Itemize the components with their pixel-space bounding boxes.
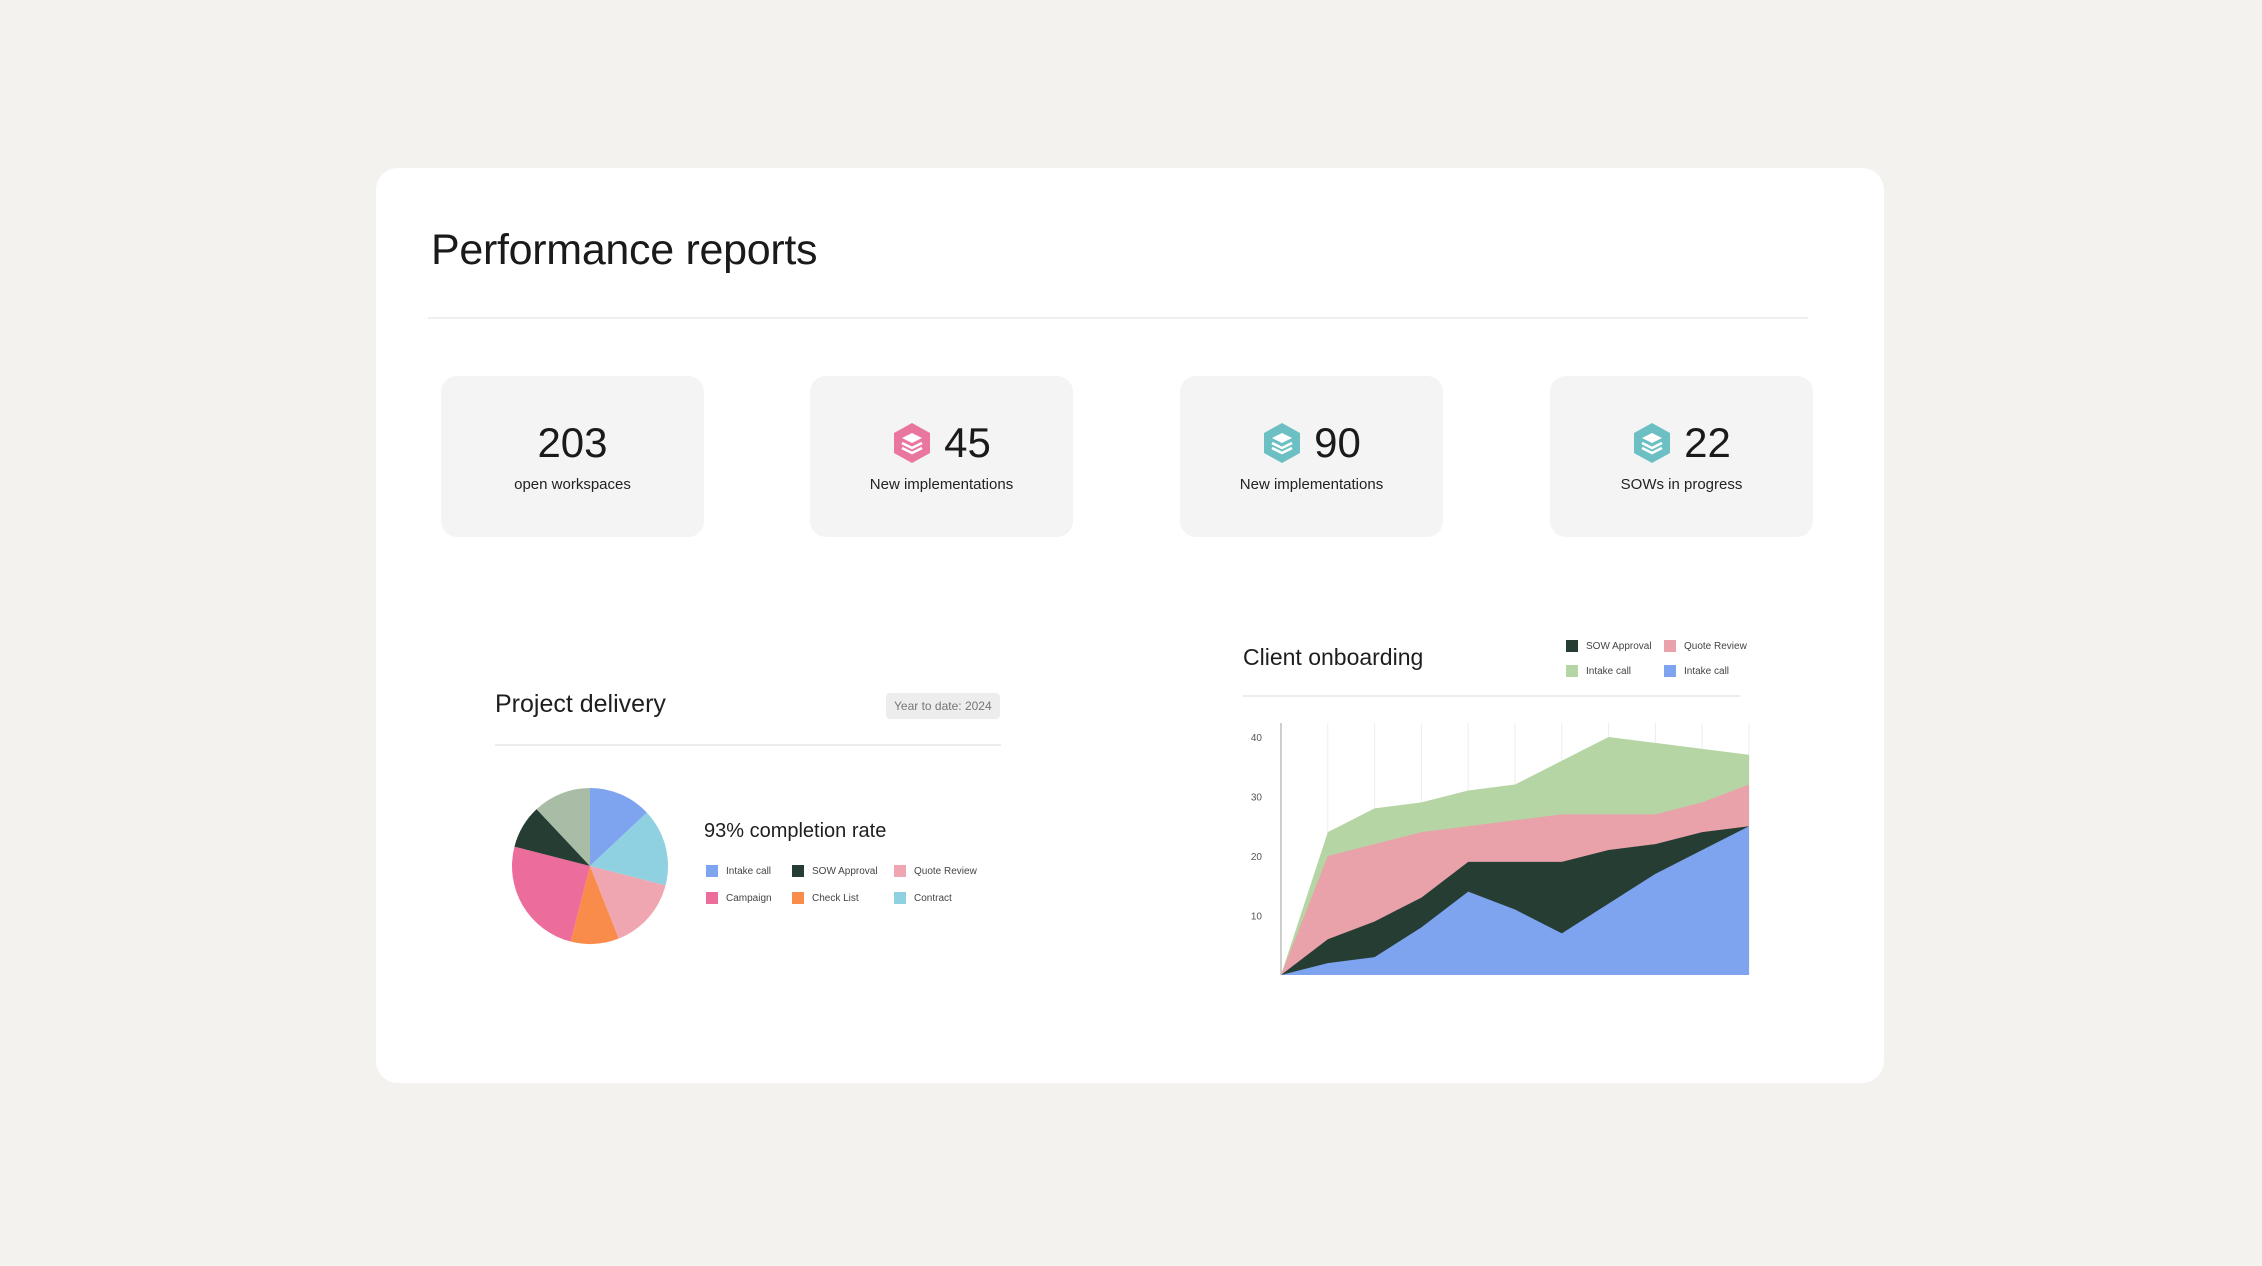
legend-label: Quote Review — [1684, 640, 1747, 652]
page-title: Performance reports — [431, 226, 818, 274]
stat-card-new-implementations[interactable]: 45 New implementations — [810, 376, 1073, 537]
legend-label: Check List — [812, 892, 859, 904]
title-divider — [428, 317, 1808, 319]
teal-layers-hex-icon — [1264, 423, 1301, 463]
stat-card-open-workspaces[interactable]: 203 open workspaces — [441, 376, 704, 537]
stat-label: New implementations — [1239, 476, 1384, 493]
legend-swatch — [894, 892, 906, 904]
stat-card-sows-in-progress[interactable]: 22 SOWs in progress — [1550, 376, 1813, 537]
legend-item-intake-call-blue: Intake call — [1664, 665, 1729, 677]
y-tick-label: 40 — [1251, 733, 1263, 744]
year-to-date-badge[interactable]: Year to date: 2024 — [886, 693, 1000, 719]
project-delivery-pie-chart — [512, 788, 668, 944]
legend-swatch — [792, 865, 804, 877]
y-tick-label: 30 — [1251, 792, 1263, 803]
pie-slice-campaign — [512, 846, 590, 942]
stat-label: SOWs in progress — [1620, 476, 1743, 493]
stat-value: 203 — [537, 419, 608, 466]
legend-swatch — [1566, 640, 1578, 652]
legend-item-check-list: Check List — [792, 892, 859, 904]
legend-label: SOW Approval — [1586, 640, 1652, 652]
legend-item-campaign: Campaign — [706, 892, 772, 904]
pie-slice-check-list — [570, 866, 619, 944]
client-onboarding-title: Client onboarding — [1243, 644, 1424, 670]
stat-value: 45 — [944, 419, 991, 466]
teal-layers-hex-icon — [1634, 423, 1671, 463]
stat-label: New implementations — [869, 476, 1014, 493]
stat-value: 90 — [1314, 419, 1361, 466]
y-tick-label: 20 — [1251, 852, 1263, 863]
pink-layers-hex-icon — [894, 423, 931, 463]
y-tick-label: 10 — [1251, 911, 1263, 922]
pie-slice-unlabeled — [536, 788, 590, 866]
client-onboarding-divider — [1243, 695, 1740, 697]
legend-item-quote-review: Quote Review — [894, 865, 977, 877]
legend-label: Contract — [914, 892, 952, 904]
pie-slice-quote-review — [590, 866, 666, 939]
area-intake-call — [1281, 826, 1749, 975]
pie-slice-intake-call — [590, 788, 647, 866]
legend-label: Intake call — [1586, 665, 1632, 677]
legend-swatch — [706, 865, 718, 877]
completion-rate: 93% completion rate — [704, 820, 887, 842]
pie-slice-sow-approval — [514, 809, 590, 866]
legend-swatch — [894, 865, 906, 877]
stat-label: open workspaces — [514, 476, 631, 493]
legend-item-sow-approval: SOW Approval — [1566, 640, 1652, 652]
legend-swatch — [1664, 665, 1676, 677]
pie-slice-contract — [590, 812, 668, 886]
stat-card-new-implementations-2[interactable]: 90 New implementations — [1180, 376, 1443, 537]
legend-item-quote-review: Quote Review — [1664, 640, 1747, 652]
performance-reports-panel: Performance reports 203 open workspaces … — [376, 168, 1884, 1083]
legend-label: SOW Approval — [812, 865, 878, 877]
legend-label: Intake call — [726, 865, 772, 877]
legend-item-intake-call: Intake call — [706, 865, 771, 877]
legend-label: Campaign — [726, 892, 772, 904]
legend-item-sow-approval: SOW Approval — [792, 865, 878, 877]
legend-item-contract: Contract — [894, 892, 952, 904]
client-onboarding-area-chart: 10 20 30 40 — [1251, 723, 1750, 975]
legend-swatch — [1664, 640, 1676, 652]
project-delivery-title: Project delivery — [495, 690, 666, 718]
legend-item-intake-call-green: Intake call — [1566, 665, 1631, 677]
legend-label: Quote Review — [914, 865, 977, 877]
stat-value: 22 — [1684, 419, 1731, 466]
legend-label: Intake call — [1684, 665, 1730, 677]
project-delivery-divider — [495, 744, 1001, 746]
legend-swatch — [1566, 665, 1578, 677]
legend-swatch — [706, 892, 718, 904]
legend-swatch — [792, 892, 804, 904]
